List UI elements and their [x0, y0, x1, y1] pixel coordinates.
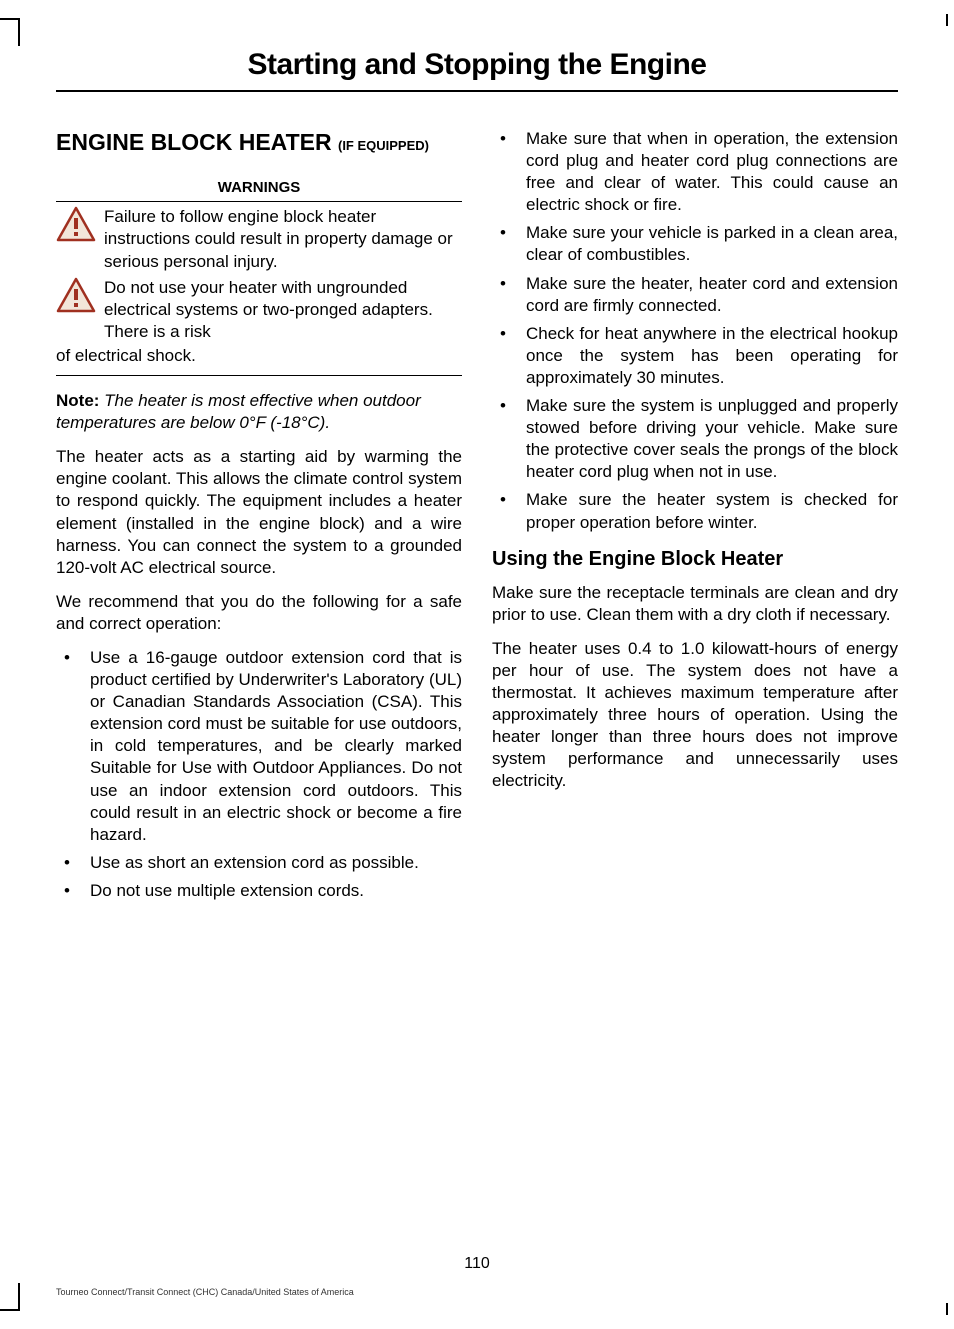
bullet-text: Check for heat anywhere in the electrica…	[526, 323, 898, 389]
bullet-dot: •	[492, 323, 526, 389]
warning-item-1: Failure to follow engine block heater in…	[56, 206, 462, 272]
list-item: •Use a 16-gauge outdoor extension cord t…	[56, 647, 462, 846]
warning-text-2b: of electrical shock.	[56, 345, 462, 367]
list-item: •Make sure that when in operation, the e…	[492, 128, 898, 216]
bullet-text: Make sure your vehicle is parked in a cl…	[526, 222, 898, 266]
bullet-text: Make sure the heater, heater cord and ex…	[526, 273, 898, 317]
warning-item-2: Do not use your heater with ungrounded e…	[56, 277, 462, 343]
page-title-block: Starting and Stopping the Engine	[56, 48, 898, 92]
bullet-text: Make sure the system is unplugged and pr…	[526, 395, 898, 483]
warning-icon	[56, 206, 96, 248]
heading-main: ENGINE BLOCK HEATER	[56, 129, 338, 155]
bullet-dot: •	[56, 647, 90, 846]
bullet-text: Do not use multiple extension cords.	[90, 880, 462, 902]
bullet-dot: •	[492, 395, 526, 483]
bullet-text: Make sure the heater system is checked f…	[526, 489, 898, 533]
bullet-dot: •	[56, 852, 90, 874]
list-item: •Make sure the heater system is checked …	[492, 489, 898, 533]
warning-text-1: Failure to follow engine block heater in…	[104, 206, 462, 272]
bullet-dot: •	[492, 273, 526, 317]
list-item: •Do not use multiple extension cords.	[56, 880, 462, 902]
warnings-box: WARNINGS Failure to follow engine block …	[56, 178, 462, 376]
list-item: •Make sure your vehicle is parked in a c…	[492, 222, 898, 266]
left-para-2: We recommend that you do the following f…	[56, 591, 462, 635]
page-title: Starting and Stopping the Engine	[56, 48, 898, 82]
warning-icon	[56, 277, 96, 319]
note-body: The heater is most effective when outdoo…	[56, 391, 421, 432]
warnings-header: WARNINGS	[56, 178, 462, 203]
list-item: •Use as short an extension cord as possi…	[56, 852, 462, 874]
list-item: •Check for heat anywhere in the electric…	[492, 323, 898, 389]
warning-text-2a: Do not use your heater with ungrounded e…	[104, 277, 462, 343]
bullet-dot: •	[492, 222, 526, 266]
bullet-dot: •	[492, 128, 526, 216]
heading-qualifier: (IF EQUIPPED)	[338, 138, 429, 153]
right-para-2: The heater uses 0.4 to 1.0 kilowatt-hour…	[492, 638, 898, 793]
note-block: Note: The heater is most effective when …	[56, 390, 462, 434]
bullet-dot: •	[492, 489, 526, 533]
left-bullets: •Use a 16-gauge outdoor extension cord t…	[56, 647, 462, 902]
note-label: Note:	[56, 391, 99, 410]
bullet-text: Use a 16-gauge outdoor extension cord th…	[90, 647, 462, 846]
right-para-1: Make sure the receptacle terminals are c…	[492, 582, 898, 626]
right-bullets: •Make sure that when in operation, the e…	[492, 128, 898, 534]
warnings-end-rule	[56, 375, 462, 376]
list-item: •Make sure the heater, heater cord and e…	[492, 273, 898, 317]
bullet-text: Use as short an extension cord as possib…	[90, 852, 462, 874]
section-heading: ENGINE BLOCK HEATER (IF EQUIPPED)	[56, 128, 462, 158]
footer-text: Tourneo Connect/Transit Connect (CHC) Ca…	[56, 1287, 354, 1297]
page-number: 110	[0, 1255, 954, 1273]
left-para-1: The heater acts as a starting aid by war…	[56, 446, 462, 579]
list-item: •Make sure the system is unplugged and p…	[492, 395, 898, 483]
bullet-dot: •	[56, 880, 90, 902]
subheading: Using the Engine Block Heater	[492, 546, 898, 572]
right-column: •Make sure that when in operation, the e…	[492, 128, 898, 908]
bullet-text: Make sure that when in operation, the ex…	[526, 128, 898, 216]
left-column: ENGINE BLOCK HEATER (IF EQUIPPED) WARNIN…	[56, 128, 462, 908]
